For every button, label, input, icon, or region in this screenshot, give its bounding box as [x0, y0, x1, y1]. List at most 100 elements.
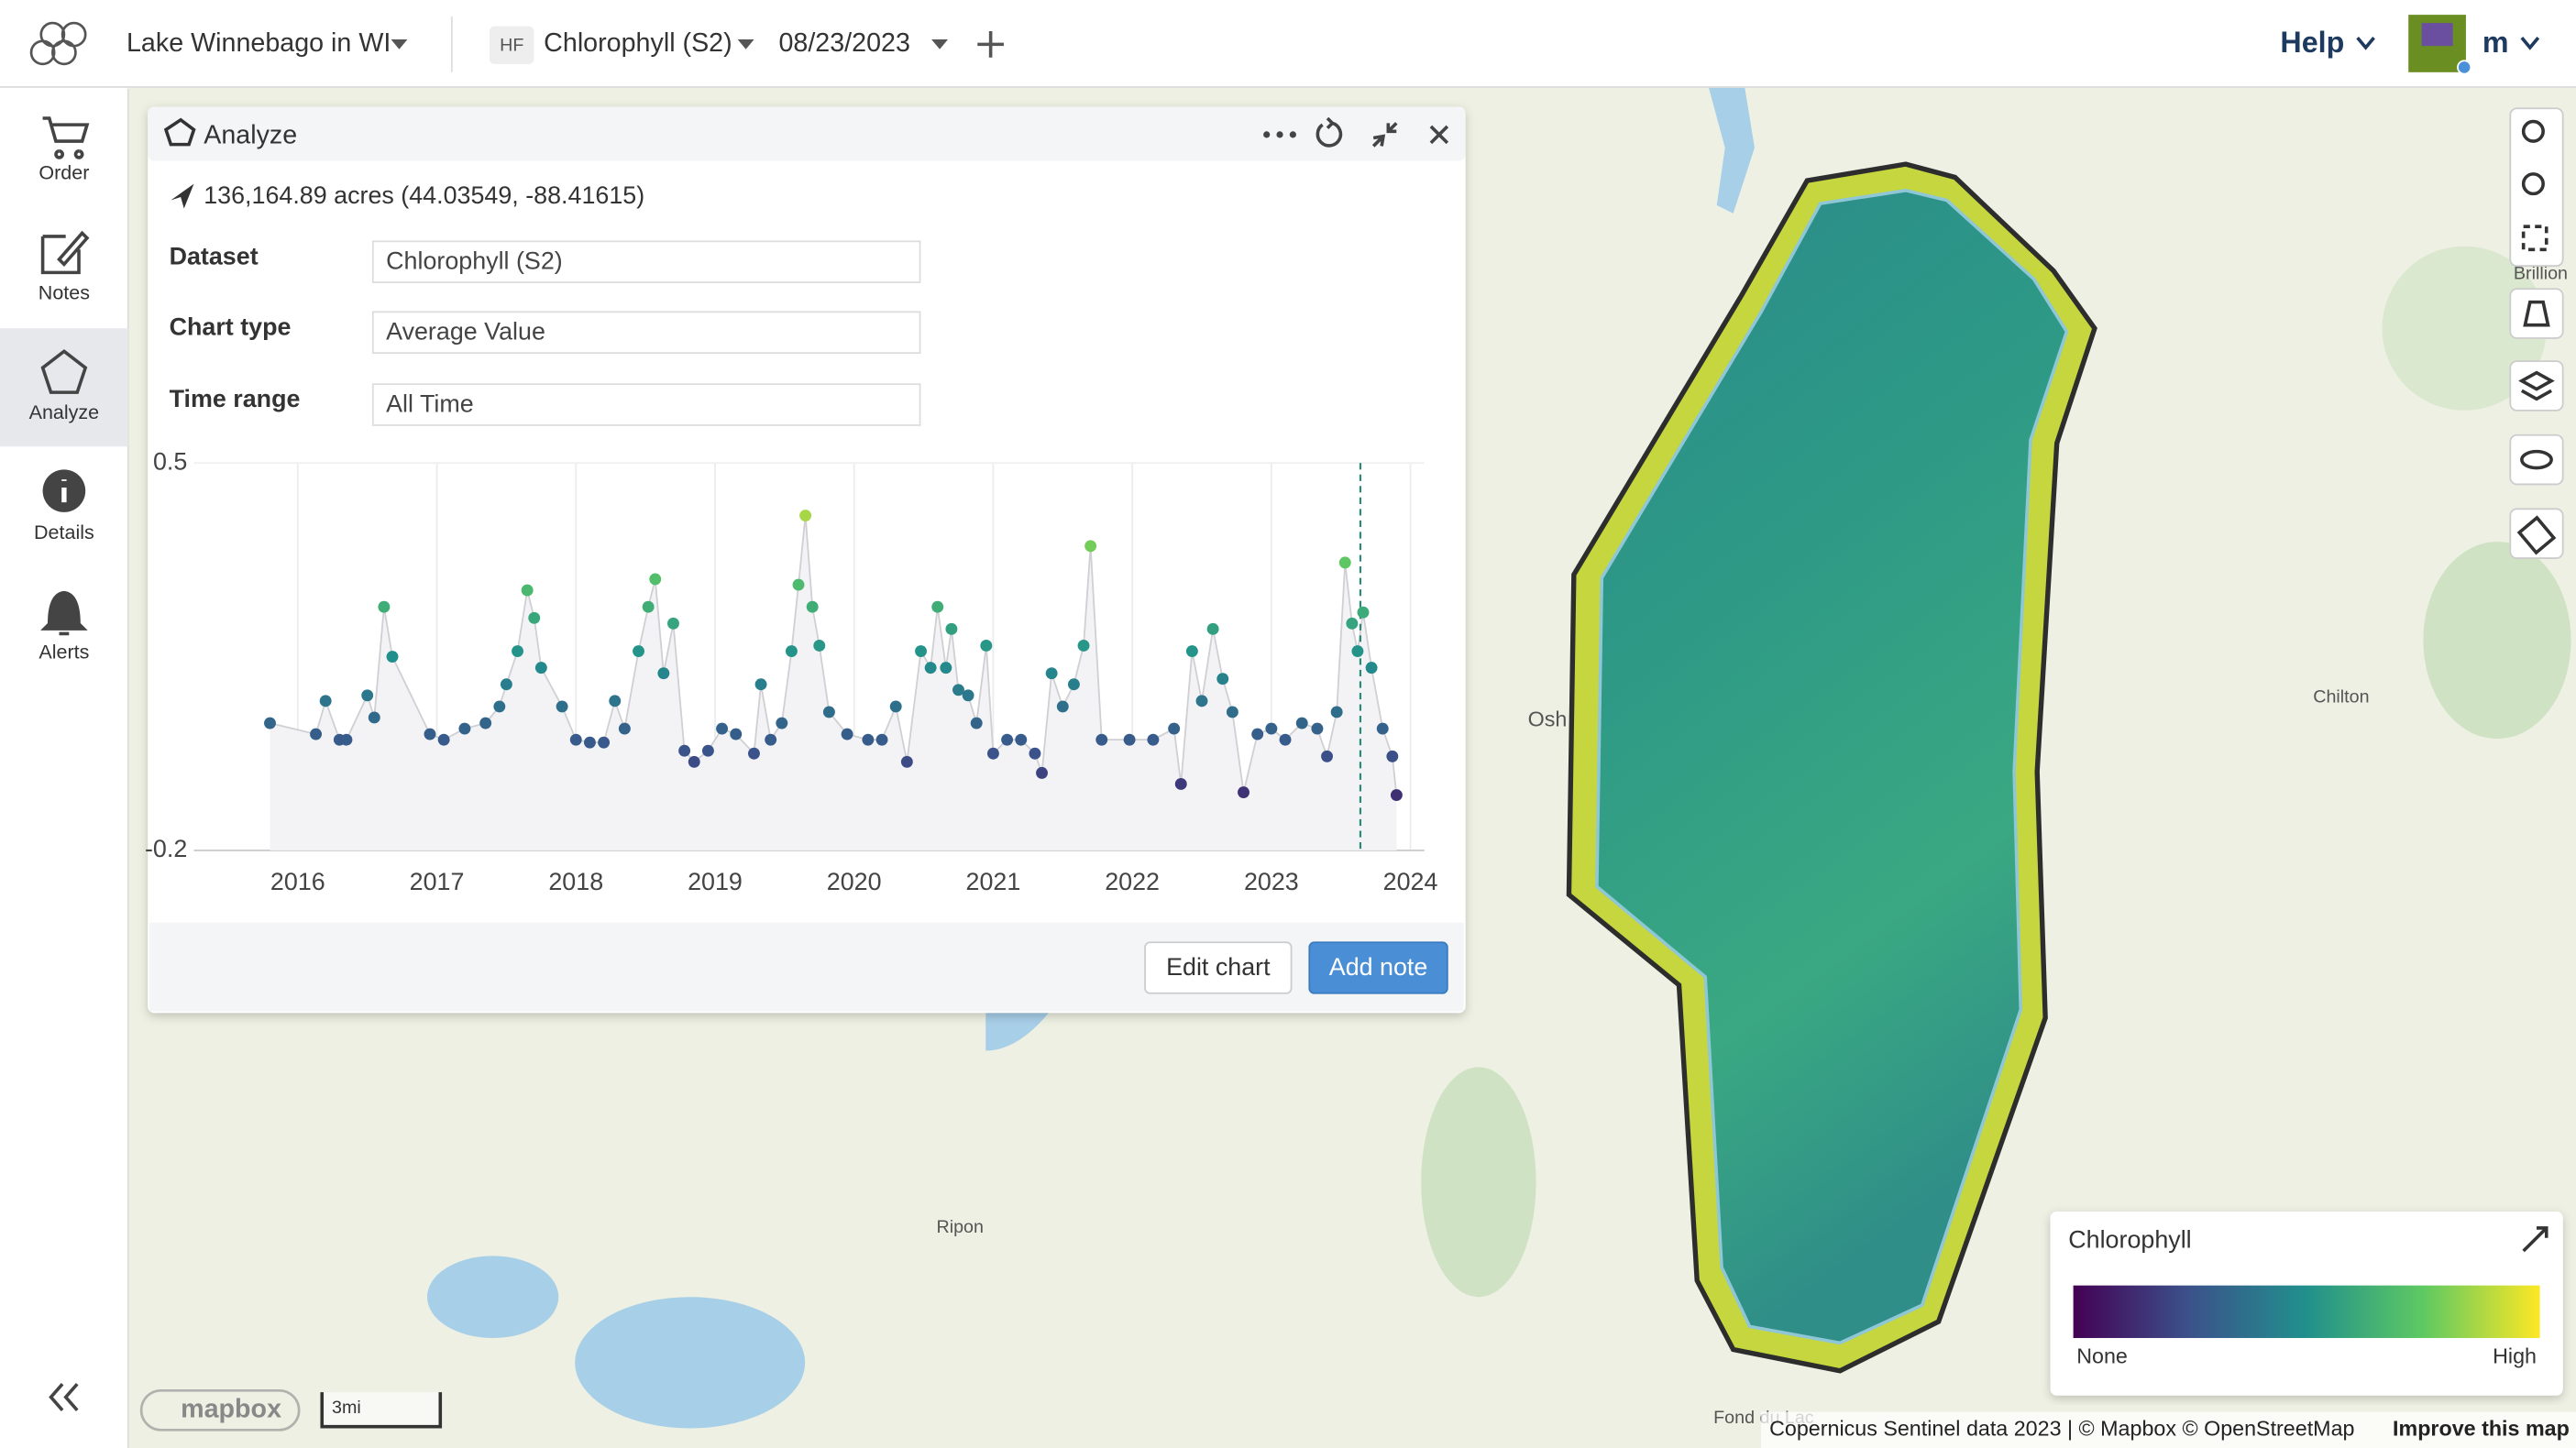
data-point[interactable] — [649, 573, 662, 586]
visibility[interactable] — [2509, 433, 2564, 486]
button-label[interactable]: Edit chart — [1166, 953, 1271, 981]
data-point[interactable] — [678, 744, 691, 757]
data-point[interactable] — [931, 600, 944, 613]
data-point[interactable] — [583, 736, 596, 749]
data-point[interactable] — [716, 722, 729, 735]
caret[interactable] — [737, 38, 754, 49]
draw-tool[interactable] — [2509, 288, 2564, 339]
data-point[interactable] — [340, 733, 353, 746]
data-point[interactable] — [1238, 786, 1249, 798]
add-note-button[interactable] — [1308, 941, 1448, 994]
date-select[interactable]: 08/23/2023 — [778, 28, 909, 58]
data-point[interactable] — [730, 728, 743, 740]
data-point[interactable] — [556, 700, 568, 713]
field-input[interactable] — [371, 240, 921, 284]
data-point[interactable] — [1226, 706, 1238, 719]
data-point[interactable] — [952, 684, 964, 697]
data-point[interactable] — [521, 584, 534, 597]
data-point[interactable] — [424, 728, 436, 740]
help-menu[interactable]: Help — [2280, 26, 2344, 59]
nav-item[interactable]: Notes — [39, 281, 90, 303]
data-point[interactable] — [1168, 722, 1181, 735]
data-point[interactable] — [970, 717, 983, 729]
data-point[interactable] — [701, 744, 714, 757]
data-point[interactable] — [940, 662, 952, 675]
data-point[interactable] — [748, 747, 760, 760]
field-input[interactable] — [371, 311, 921, 355]
caret[interactable] — [391, 38, 408, 49]
data-point[interactable] — [1001, 733, 1014, 746]
data-point[interactable] — [569, 733, 582, 746]
data-point[interactable] — [962, 689, 974, 702]
data-point[interactable] — [598, 736, 611, 749]
logo[interactable] — [29, 21, 87, 66]
data-point[interactable] — [1077, 640, 1090, 652]
data-point[interactable] — [980, 640, 993, 652]
data-point[interactable] — [1338, 556, 1351, 569]
caret[interactable] — [2356, 37, 2375, 50]
user-menu[interactable]: m — [2482, 26, 2509, 59]
field-input[interactable] — [371, 383, 921, 426]
icon-alerts[interactable] — [40, 590, 88, 636]
data-point[interactable] — [945, 622, 958, 635]
data-point[interactable] — [1295, 717, 1308, 729]
data-point[interactable] — [986, 747, 999, 760]
field-value[interactable]: All Time — [386, 390, 474, 418]
nav-item[interactable]: Alerts — [39, 642, 89, 664]
data-point[interactable] — [1330, 706, 1343, 719]
fit[interactable] — [2521, 225, 2548, 252]
data-point[interactable] — [924, 662, 937, 675]
data-point[interactable] — [361, 689, 374, 702]
data-point[interactable] — [1357, 606, 1370, 619]
data-point[interactable] — [1067, 678, 1080, 691]
data-point[interactable] — [1084, 540, 1097, 553]
data-point[interactable] — [1056, 700, 1069, 713]
legend-collapse[interactable] — [2522, 1226, 2548, 1253]
data-point[interactable] — [862, 733, 875, 746]
reset[interactable] — [1316, 116, 1343, 148]
data-point[interactable] — [378, 600, 391, 613]
data-point[interactable] — [1346, 617, 1359, 630]
data-point[interactable] — [785, 645, 798, 657]
data-point[interactable] — [765, 733, 777, 746]
data-point[interactable] — [528, 611, 541, 624]
mapbox-logo[interactable]: mapbox — [181, 1394, 281, 1423]
data-point[interactable] — [1174, 778, 1187, 790]
data-point[interactable] — [264, 717, 276, 729]
project-name[interactable]: Lake Winnebago in WI — [127, 28, 391, 58]
caret[interactable] — [2520, 37, 2540, 50]
data-point[interactable] — [1206, 622, 1219, 635]
data-point[interactable] — [534, 662, 547, 675]
data-point[interactable] — [822, 706, 835, 719]
zoom-in[interactable] — [2521, 119, 2545, 143]
data-point[interactable] — [479, 717, 492, 729]
edit-chart-button[interactable] — [1144, 941, 1293, 994]
nav-item[interactable]: Details — [34, 521, 94, 543]
data-point[interactable] — [900, 755, 913, 768]
layers[interactable] — [2509, 360, 2564, 411]
field-value[interactable]: Average Value — [386, 318, 545, 346]
measure[interactable] — [2509, 508, 2564, 559]
data-point[interactable] — [1045, 667, 1058, 680]
data-point[interactable] — [1095, 733, 1108, 746]
add-layer[interactable] — [977, 31, 1004, 58]
icon-analyze[interactable] — [40, 349, 88, 394]
data-point[interactable] — [642, 600, 655, 613]
data-point[interactable] — [1216, 673, 1229, 686]
icon-notes[interactable] — [40, 230, 90, 275]
field-value[interactable]: Chlorophyll (S2) — [386, 247, 563, 275]
nav-item[interactable]: Order — [39, 162, 89, 184]
data-point[interactable] — [1195, 695, 1208, 708]
data-point[interactable] — [1365, 662, 1378, 675]
data-point[interactable] — [609, 695, 622, 708]
data-point[interactable] — [1123, 733, 1136, 746]
data-point[interactable] — [512, 645, 524, 657]
data-point[interactable] — [806, 600, 819, 613]
data-point[interactable] — [657, 667, 670, 680]
data-point[interactable] — [1279, 733, 1292, 746]
data-point[interactable] — [688, 755, 700, 768]
collapse-sidebar[interactable] — [49, 1382, 79, 1411]
data-point[interactable] — [1185, 645, 1198, 657]
data-point[interactable] — [1311, 722, 1324, 735]
data-point[interactable] — [1029, 747, 1041, 760]
